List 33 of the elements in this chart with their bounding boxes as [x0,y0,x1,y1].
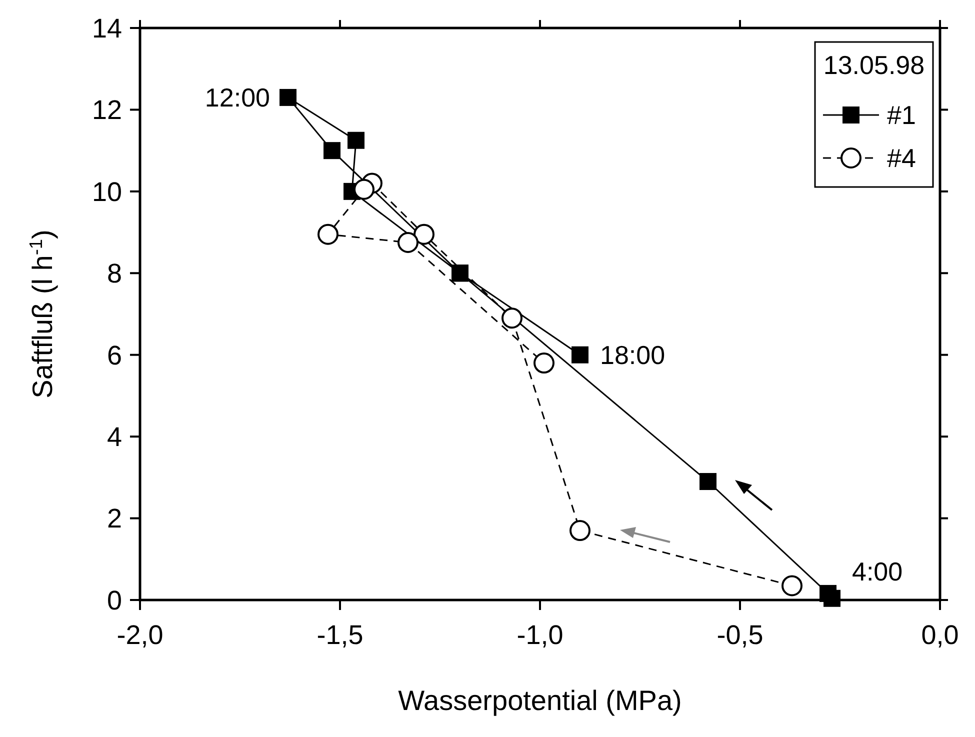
y-tick-label: 10 [92,176,122,207]
x-tick-label: -0,5 [716,620,764,650]
y-tick-label: 14 [92,13,122,44]
point [700,473,716,490]
legend-title: 13.05.98 [823,50,925,80]
point [354,178,374,200]
x-tick-label: -2,0 [116,620,164,650]
point [318,224,338,245]
y-tick-label: 8 [106,258,122,289]
x-axis-title: Wasserpotential (MPa) [398,685,682,716]
point [398,232,418,253]
point [324,142,340,160]
point [782,575,802,596]
x-tick-label: -1,5 [316,620,364,650]
y-tick-label: 12 [92,95,122,126]
point [414,224,434,245]
point [502,308,522,329]
annotation: 12:00 [204,82,270,113]
point [534,352,554,374]
point [348,132,364,149]
x-tick-label: 0,0 [921,620,959,650]
x-tick-label: -1,0 [516,620,564,650]
y-tick-label: 6 [106,340,122,370]
legend-label: #4 [887,143,916,174]
y-tick-label: 0 [106,585,122,616]
y-tick-label: 2 [106,504,122,534]
annotation: 4:00 [852,556,903,587]
point [280,88,296,106]
annotation: 18:00 [600,340,666,370]
point [572,346,588,364]
point [570,520,590,542]
y-tick-label: 4 [106,422,122,452]
legend-label: #1 [887,100,916,130]
